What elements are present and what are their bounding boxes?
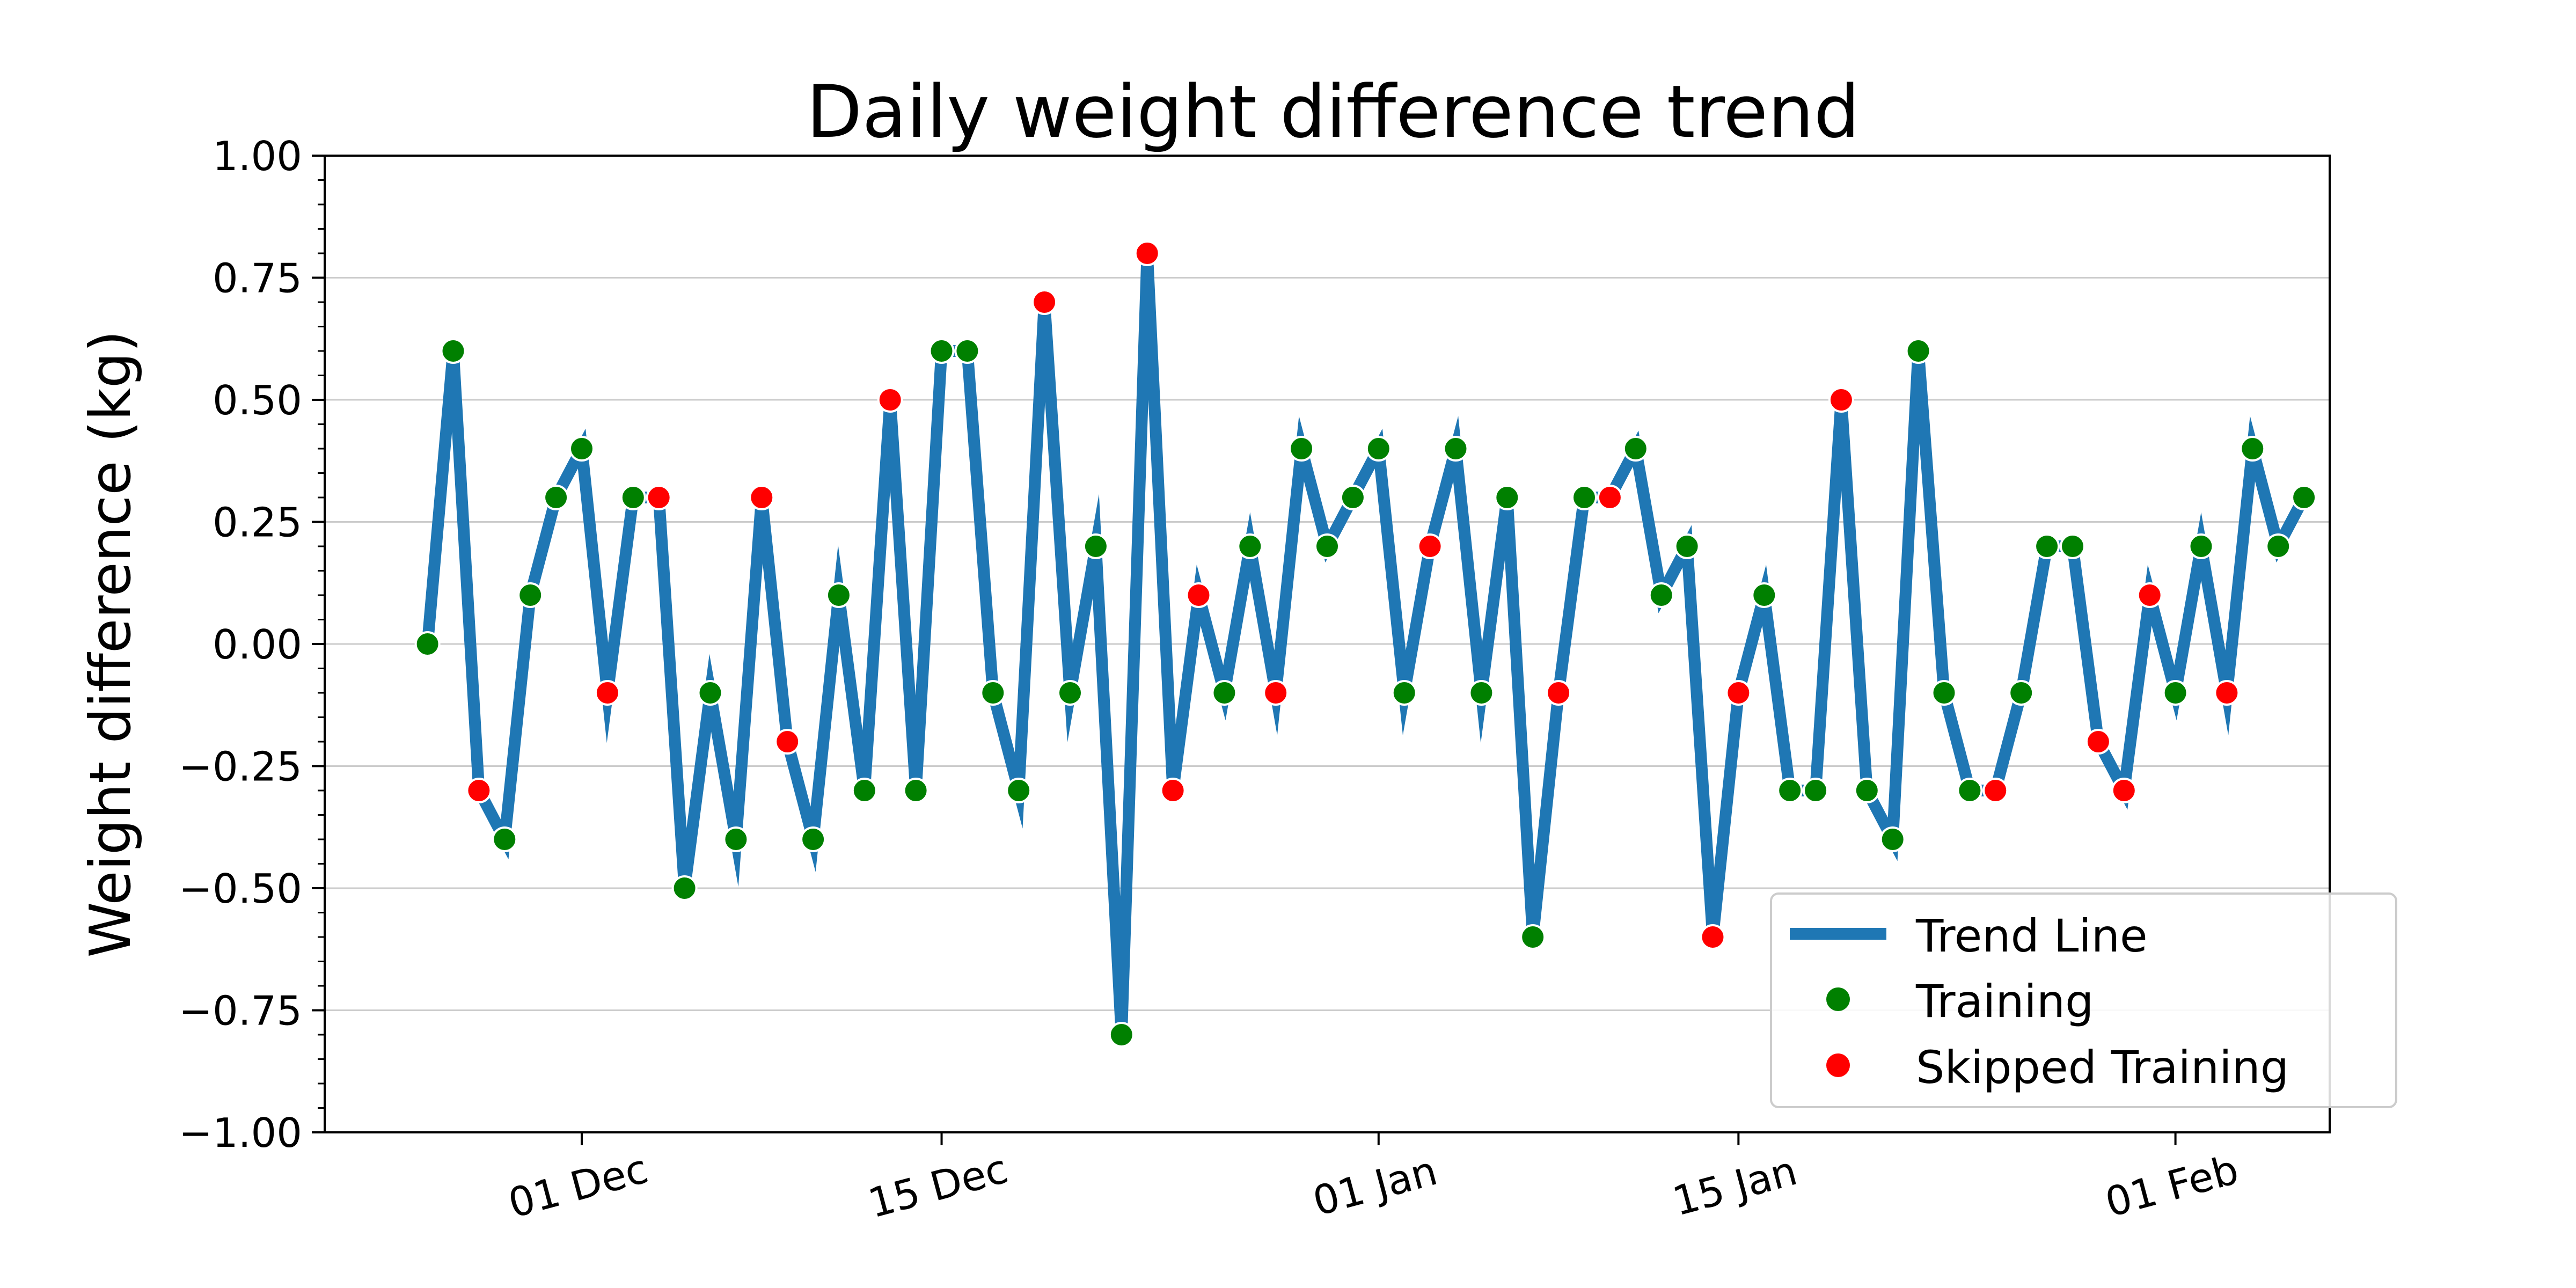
point-training <box>1905 338 1931 364</box>
point-training <box>1931 680 1957 706</box>
point-training <box>492 826 518 852</box>
y-tick-label: −0.50 <box>179 865 302 912</box>
point-training <box>1520 924 1546 950</box>
legend-frame <box>1770 892 2397 1108</box>
point-training <box>1340 485 1366 510</box>
point-training <box>1879 826 1906 852</box>
point-training <box>1622 436 1649 462</box>
point-skipped-training <box>2111 778 2137 803</box>
point-training <box>2240 436 2266 462</box>
point-training <box>1494 485 1520 510</box>
legend-entry-trend-line: Trend Line <box>1790 910 2148 962</box>
point-skipped-training <box>1134 240 1160 266</box>
point-training <box>1391 680 1417 706</box>
legend-label-skipped-training: Skipped Training <box>1916 1041 2289 1094</box>
point-training <box>620 485 646 510</box>
y-tick-label: 0.25 <box>213 499 302 546</box>
data-points <box>414 240 2317 1048</box>
point-training <box>1854 778 1880 803</box>
legend-entry-training: Training <box>1826 975 2094 1028</box>
point-training <box>1365 436 1392 462</box>
point-training <box>414 631 441 657</box>
point-training <box>954 338 980 364</box>
point-training <box>1289 436 1315 462</box>
point-training <box>851 778 877 803</box>
point-training <box>980 680 1006 706</box>
legend: Trend Line Training Skipped Training <box>1770 892 2397 1108</box>
point-training <box>671 875 698 901</box>
point-skipped-training <box>1185 582 1212 608</box>
y-tick-label: −0.75 <box>179 987 302 1035</box>
point-skipped-training <box>1417 533 1443 559</box>
point-skipped-training <box>1031 289 1058 315</box>
point-skipped-training <box>1700 924 1726 950</box>
point-training <box>800 826 826 852</box>
point-training <box>517 582 544 608</box>
point-training <box>2188 533 2214 559</box>
point-skipped-training <box>2214 680 2240 706</box>
legend-label-trend-line: Trend Line <box>1915 910 2148 962</box>
point-training <box>2265 533 2292 559</box>
point-skipped-training <box>877 387 903 413</box>
y-tick-label: −1.00 <box>179 1109 302 1157</box>
point-skipped-training <box>2085 729 2111 755</box>
point-training <box>2034 533 2060 559</box>
point-training <box>569 436 595 462</box>
y-tick-label: 0.75 <box>213 255 302 302</box>
y-tick-label: 1.00 <box>213 133 302 180</box>
point-training <box>1314 533 1340 559</box>
point-training <box>1211 680 1238 706</box>
point-training <box>1108 1022 1135 1048</box>
point-skipped-training <box>646 485 672 510</box>
point-skipped-training <box>1546 680 1572 706</box>
y-axis-label: Weight difference (kg) <box>78 330 143 957</box>
legend-label-training: Training <box>1915 975 2094 1028</box>
point-training <box>1082 533 1109 559</box>
point-skipped-training <box>1725 680 1752 706</box>
legend-marker-training <box>1826 987 1850 1011</box>
chart-title: Daily weight difference trend <box>807 70 1860 154</box>
point-skipped-training <box>1263 680 1289 706</box>
point-training <box>723 826 749 852</box>
point-training <box>1648 582 1674 608</box>
point-training <box>543 485 569 510</box>
point-training <box>1443 436 1469 462</box>
point-training <box>1006 778 1032 803</box>
point-skipped-training <box>466 778 492 803</box>
y-tick-label: 0.50 <box>213 377 302 424</box>
point-training <box>1571 485 1597 510</box>
point-training <box>2291 485 2317 510</box>
point-skipped-training <box>1597 485 1623 510</box>
point-skipped-training <box>1828 387 1854 413</box>
point-training <box>1057 680 1083 706</box>
point-skipped-training <box>594 680 620 706</box>
point-training <box>440 338 466 364</box>
point-skipped-training <box>1982 778 2009 803</box>
y-tick-label: −0.25 <box>179 743 302 791</box>
point-training <box>2008 680 2035 706</box>
point-skipped-training <box>2136 582 2163 608</box>
legend-marker-skipped-training <box>1826 1053 1850 1077</box>
point-training <box>928 338 955 364</box>
point-training <box>697 680 723 706</box>
point-skipped-training <box>1160 778 1186 803</box>
point-skipped-training <box>749 485 775 510</box>
y-tick-label: 0.00 <box>213 621 302 668</box>
y-axis-ticks: 1.00 0.75 0.50 0.25 0.00 −0.25 −0.50 −0.75 −1.00 <box>179 133 325 1157</box>
point-training <box>1237 533 1263 559</box>
point-training <box>1751 582 1777 608</box>
point-training <box>1803 778 1829 803</box>
point-training <box>1777 778 1803 803</box>
point-training <box>903 778 929 803</box>
point-training <box>1957 778 1983 803</box>
point-training <box>2060 533 2085 559</box>
point-training <box>825 582 852 608</box>
point-training <box>1468 680 1495 706</box>
legend-entry-skipped-training: Skipped Training <box>1826 1041 2289 1094</box>
point-training <box>2162 680 2189 706</box>
point-skipped-training <box>774 729 801 755</box>
point-training <box>1674 533 1700 559</box>
